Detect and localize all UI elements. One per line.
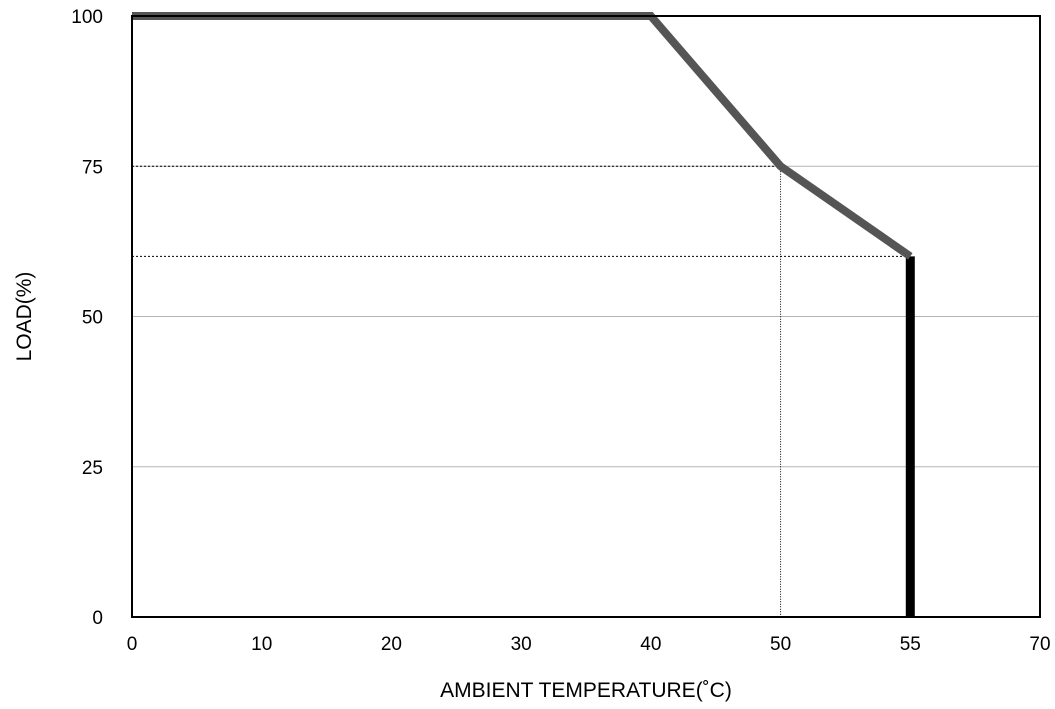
y-tick-label-75: 75 — [82, 157, 103, 178]
x-tick-label-50: 50 — [770, 634, 791, 655]
plot-frame — [131, 15, 1041, 618]
derating-curve — [132, 12, 913, 260]
x-tick-label-20: 20 — [381, 634, 402, 655]
y-tick-label-25: 25 — [82, 458, 103, 479]
x-axis-title: AMBIENT TEMPERATURE(˚C) — [440, 679, 732, 702]
x-tick-label-0: 0 — [127, 634, 138, 655]
y-tick-label-50: 50 — [82, 308, 103, 329]
x-tick-label-40: 40 — [640, 634, 661, 655]
x-tick-labels: 0 10 20 30 40 50 55 70 — [127, 634, 1051, 655]
x-tick-label-55: 55 — [900, 634, 921, 655]
y-tick-labels: 0 25 50 75 100 — [71, 7, 103, 629]
x-tick-label-30: 30 — [511, 634, 532, 655]
x-tick-label-10: 10 — [251, 634, 272, 655]
y-tick-label-0: 0 — [92, 608, 103, 629]
y-tick-label-100: 100 — [71, 7, 103, 28]
reference-lines-layer — [132, 165, 911, 617]
x-tick-label-70: 70 — [1029, 634, 1050, 655]
y-axis-title: LOAD(%) — [13, 272, 36, 362]
grid-layer — [132, 165, 1040, 468]
